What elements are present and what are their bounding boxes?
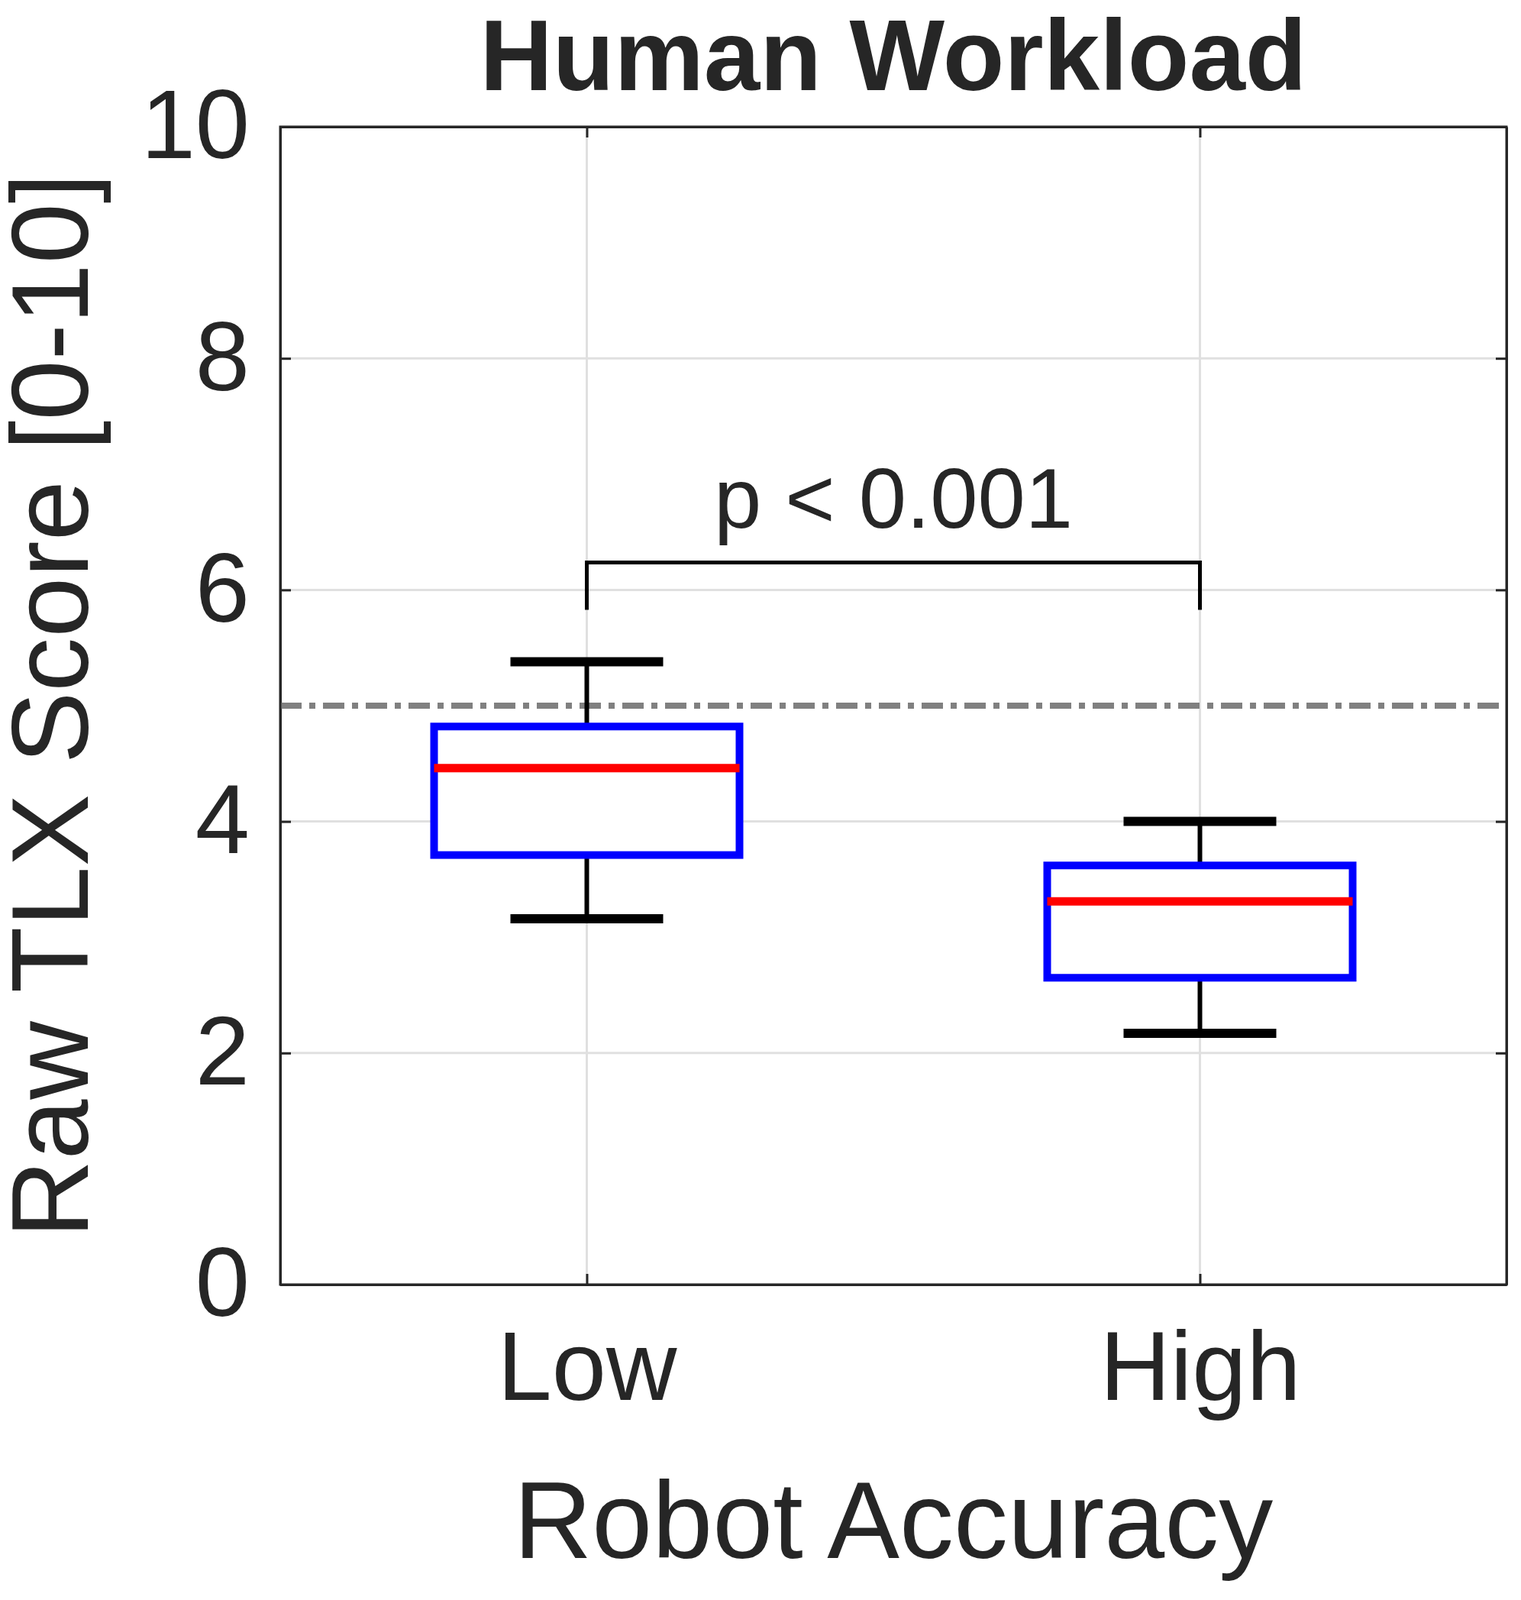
chart-title: Human Workload: [479, 0, 1307, 112]
y-tick-mark: [280, 357, 291, 360]
bracket: [587, 561, 1201, 610]
y-tick-label: 0: [195, 1227, 250, 1337]
x-tick-mark: [586, 126, 589, 138]
y-axis-title: Raw TLX Score [0-10]: [0, 173, 111, 1238]
reference-line: [280, 702, 1507, 709]
y-tick: 10: [141, 69, 291, 179]
y-tick: [1495, 1052, 1507, 1054]
y-tick: 0: [195, 1227, 291, 1337]
whisker: [1198, 821, 1203, 866]
x-tick-mark: [1199, 126, 1202, 138]
plot: 0 2 4 6 8 10 Low High p < 0.001: [141, 69, 1508, 1420]
x-axis: Low High: [280, 1273, 1508, 1421]
grid-line: [280, 588, 1507, 591]
annotation: p < 0.001: [587, 450, 1201, 610]
x-tick-label: Low: [497, 1311, 678, 1421]
whisker-cap: [1123, 1028, 1277, 1038]
chart: 0 2 4 6 8 10 Low High p < 0.001 Human Workload Rob…: [0, 0, 1521, 1600]
y-tick-mark: [1495, 357, 1507, 360]
box: [434, 726, 740, 855]
y-tick-mark: [1495, 820, 1507, 824]
x-tick: [1200, 126, 1202, 138]
y-tick: 2: [195, 995, 291, 1105]
x-axis-title: Robot Accuracy: [513, 1459, 1274, 1581]
grid-line: [280, 357, 1507, 360]
whisker-cap: [510, 656, 664, 666]
y-tick-mark: [1495, 588, 1507, 591]
x-tick-mark: [586, 1273, 589, 1285]
x-tick-label: High: [1099, 1311, 1301, 1421]
x-tick: Low: [497, 1273, 678, 1421]
y-tick: 6: [195, 532, 291, 643]
y-tick-mark: [280, 1052, 291, 1055]
annotation-text: p < 0.001: [713, 450, 1073, 546]
median-line: [1047, 897, 1354, 906]
box-group: [1047, 821, 1354, 1034]
y-tick-label: 6: [195, 532, 250, 643]
y-tick: 4: [195, 764, 291, 874]
y-tick: [1495, 589, 1507, 591]
x-tick-mark: [1199, 1273, 1202, 1285]
box: [1047, 865, 1354, 978]
marks: [280, 661, 1507, 1034]
grid-line: [585, 126, 588, 1285]
x-tick: High: [1099, 1273, 1301, 1421]
y-tick-mark: [280, 588, 291, 591]
y-tick-label: 8: [195, 301, 250, 411]
y-axis: 0 2 4 6 8 10: [141, 69, 291, 1337]
grid: [280, 126, 1507, 1285]
y-tick-mark: [1495, 1052, 1507, 1055]
y-tick-label: 10: [141, 69, 250, 179]
median-line: [434, 763, 740, 772]
x-tick: [587, 126, 588, 138]
y-tick: [1495, 821, 1507, 823]
whisker: [584, 661, 590, 727]
y-tick: 8: [195, 301, 291, 411]
y-tick-mark: [280, 820, 291, 824]
plot-frame: [280, 126, 1507, 1285]
y-tick-label: 4: [195, 764, 250, 874]
whisker-cap: [510, 913, 664, 924]
grid-line: [280, 1051, 1507, 1054]
whisker-cap: [1123, 817, 1277, 827]
x-axis-top: [280, 126, 1508, 138]
y-tick-label: 2: [195, 995, 250, 1105]
box-group: [434, 661, 740, 919]
whisker: [584, 855, 590, 919]
y-tick: [1495, 358, 1507, 359]
whisker: [1198, 977, 1203, 1034]
